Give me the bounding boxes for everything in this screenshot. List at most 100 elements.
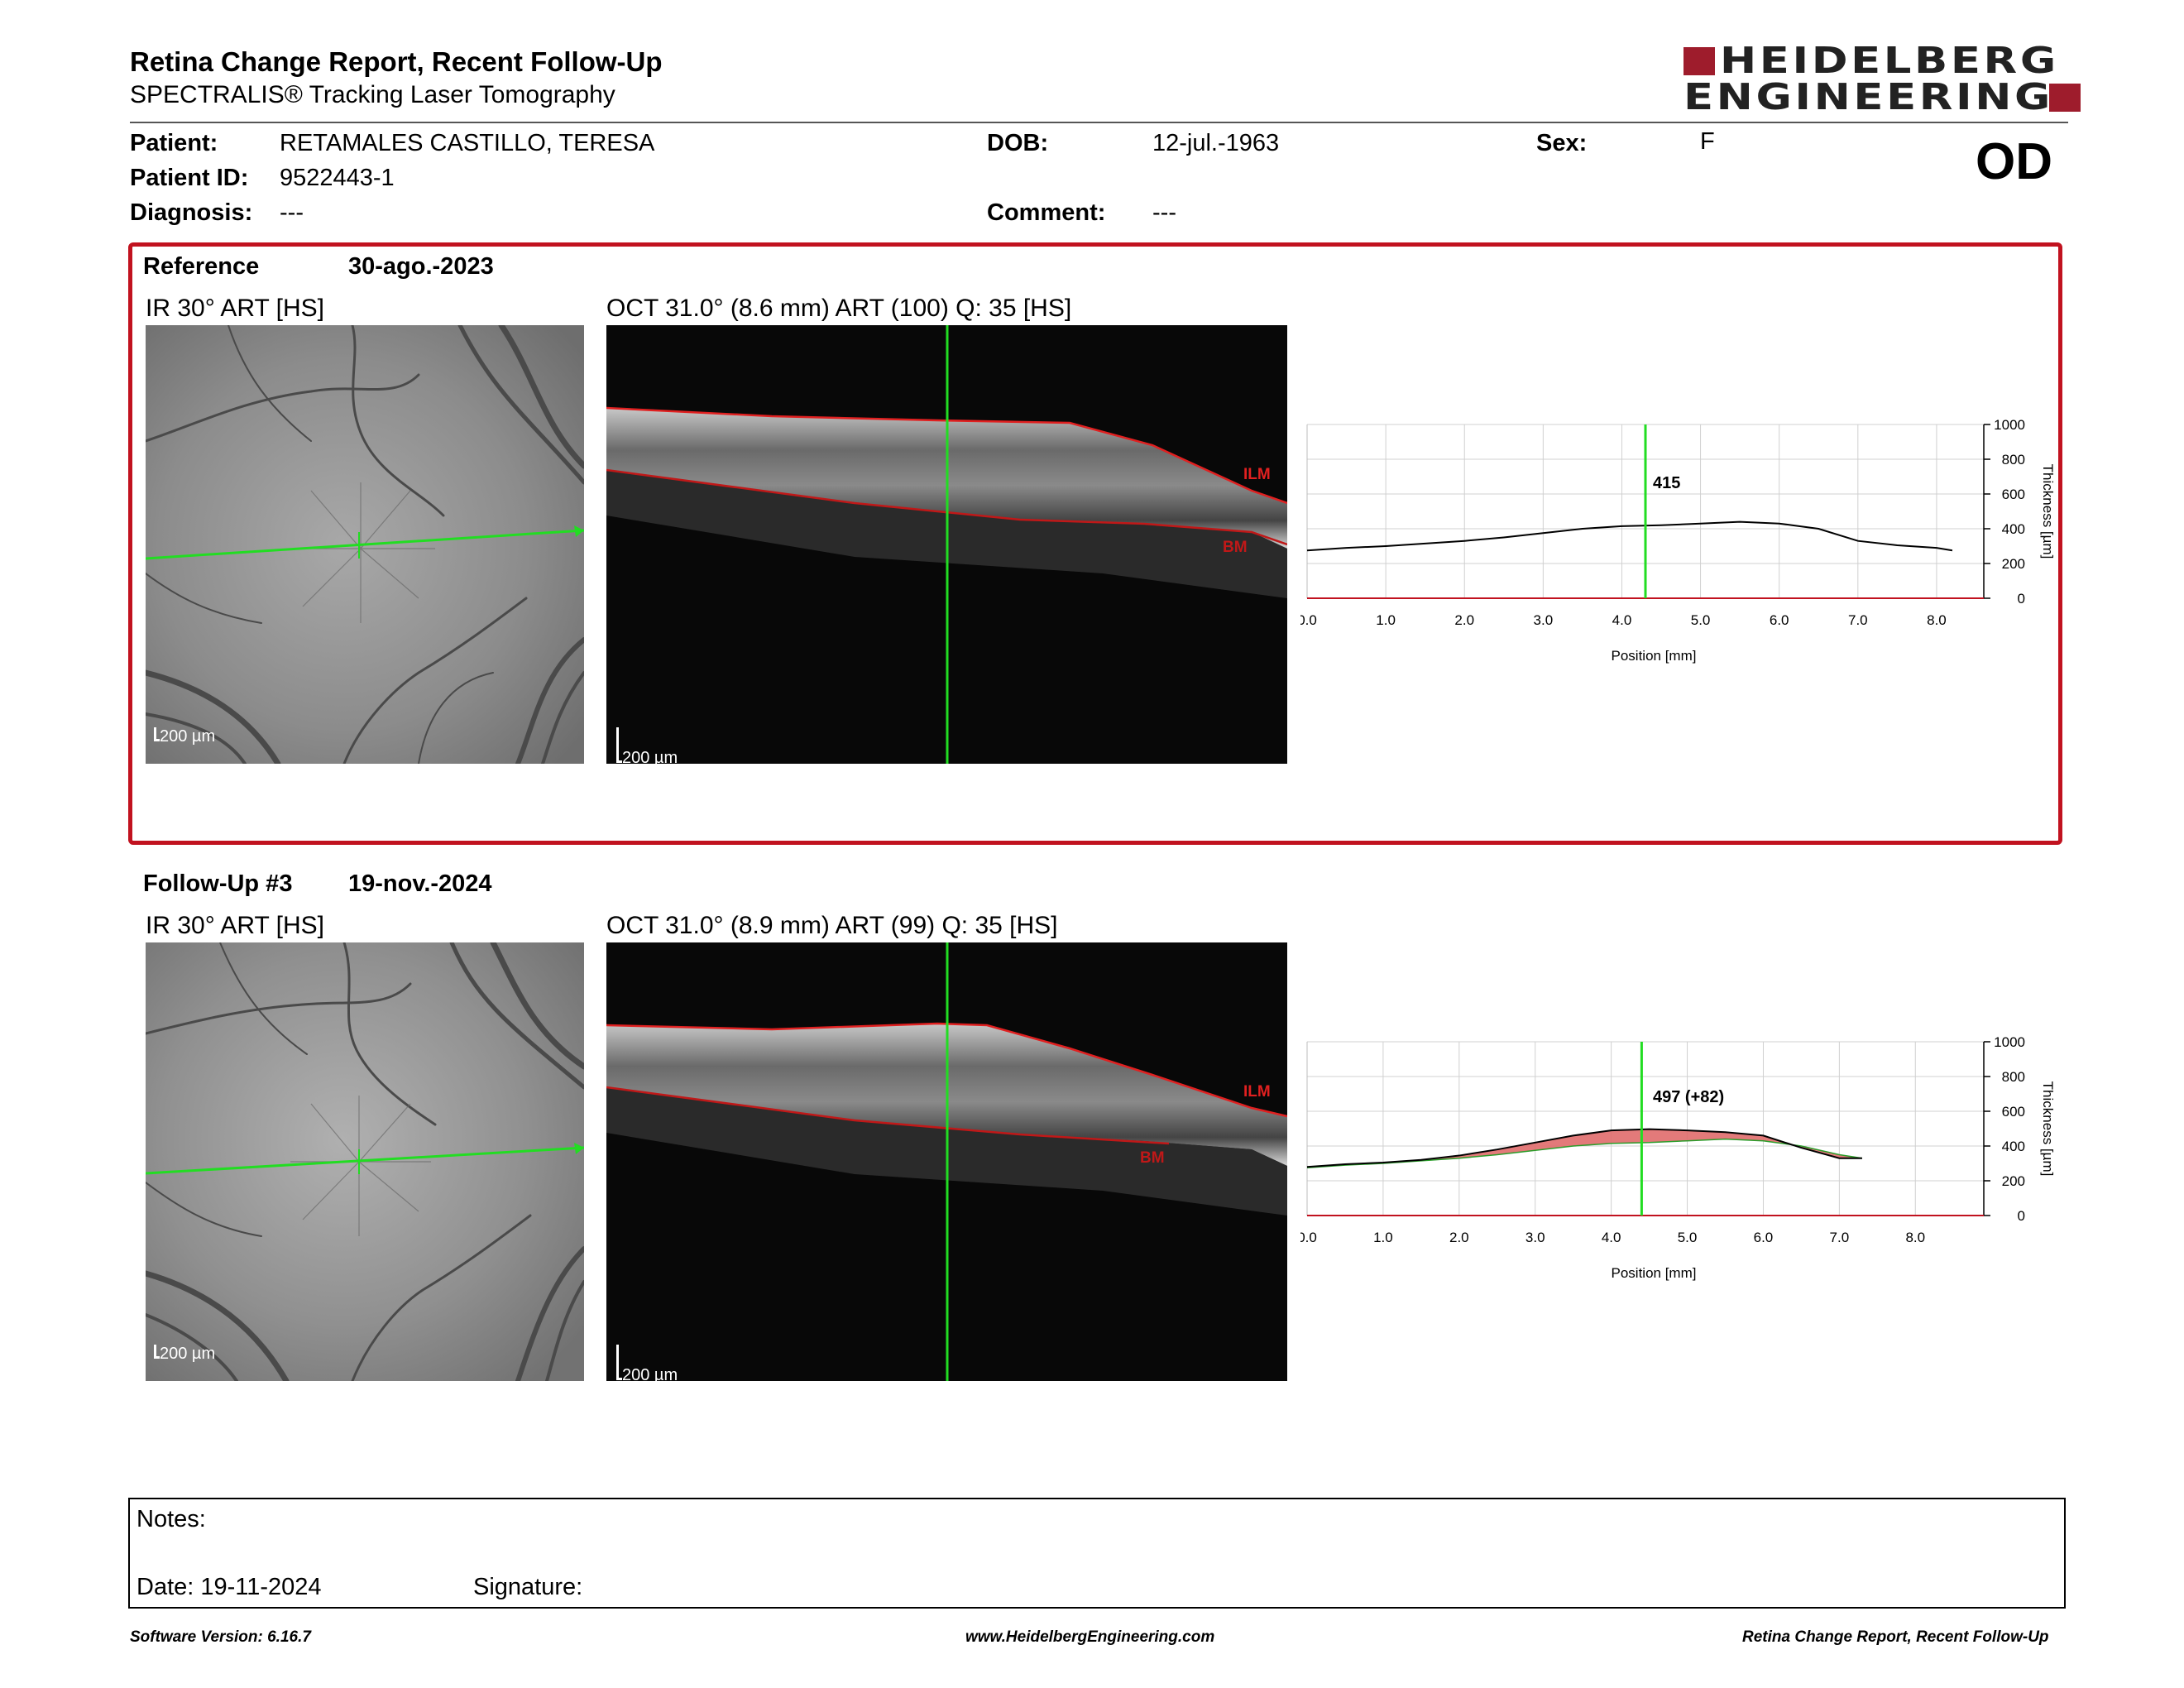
x-tick-label: 5.0 xyxy=(1678,1230,1698,1245)
scale-bar-icon xyxy=(154,1345,160,1359)
y-tick-label: 400 xyxy=(2002,1139,2025,1154)
sex-label: Sex: xyxy=(1536,130,1588,156)
reference-oct-scale-label: 200 µm xyxy=(622,749,678,764)
dob-label: DOB: xyxy=(987,130,1049,156)
x-axis-label: Position [mm] xyxy=(1612,1265,1697,1281)
y-axis-label: Thickness [µm] xyxy=(2040,464,2056,559)
x-tick-label: 3.0 xyxy=(1525,1230,1545,1245)
patient-id: 9522443-1 xyxy=(280,165,395,191)
x-tick-label: 0.0 xyxy=(1300,612,1317,628)
reference-thickness-line xyxy=(1306,1138,1863,1168)
reference-bm-label: BM xyxy=(1223,539,1248,556)
followup-ilm-label: ILM xyxy=(1243,1083,1271,1101)
scale-bar-icon xyxy=(616,727,622,763)
notes-date: Date: 19-11-2024 xyxy=(136,1574,322,1600)
reference-thickness-chart: 0.0 1.0 2.0 3.0 4.0 5.0 6.0 7.0 8.0 0 200 400 600 800… xyxy=(1297,410,2086,683)
reference-frame xyxy=(128,242,2062,845)
followup-thickness-line xyxy=(1306,1128,1862,1168)
x-tick-label: 6.0 xyxy=(1754,1230,1774,1245)
x-tick-label: 8.0 xyxy=(1927,612,1947,628)
logo-line2: ENGINEERING xyxy=(1684,76,2053,118)
followup-ir-scale: 200 µm xyxy=(154,1345,215,1364)
scale-bar-icon xyxy=(154,727,160,741)
followup-oct-svg xyxy=(606,942,1287,1381)
notes-box[interactable]: Notes: Date: 19-11-2024 Signature: xyxy=(128,1498,2066,1609)
y-tick-label: 400 xyxy=(2002,521,2025,537)
followup-oct-scale: 200 µm xyxy=(616,1345,678,1381)
reference-oct-svg xyxy=(606,325,1287,764)
followup-fundus-svg xyxy=(146,942,584,1381)
y-tick-label: 600 xyxy=(2002,487,2025,502)
x-tick-label: 5.0 xyxy=(1691,612,1711,628)
reference-ir-scale-label: 200 µm xyxy=(160,727,216,746)
x-tick-label: 6.0 xyxy=(1770,612,1789,628)
comment-label: Comment: xyxy=(987,199,1106,226)
patient-name: RETAMALES CASTILLO, TERESA xyxy=(280,130,655,156)
y-tick-label: 600 xyxy=(2002,1104,2025,1120)
followup-thickness-chart: 0.0 1.0 2.0 3.0 4.0 5.0 6.0 7.0 8.0 0 200 400 600 800… xyxy=(1297,1027,2086,1300)
followup-oct-image[interactable]: ILM BM 200 µm xyxy=(606,942,1287,1381)
x-tick-label: 2.0 xyxy=(1449,1230,1469,1245)
y-tick-label: 0 xyxy=(2018,591,2025,607)
x-tick-label: 7.0 xyxy=(1830,1230,1850,1245)
followup-oct-scale-label: 200 µm xyxy=(622,1366,678,1381)
reference-ir-image[interactable]: 200 µm xyxy=(146,325,584,764)
followup-marker-value: 497 (+82) xyxy=(1653,1088,1725,1106)
x-tick-label: 2.0 xyxy=(1454,612,1474,628)
reference-oct-scale: 200 µm xyxy=(616,727,678,764)
y-tick-label: 800 xyxy=(2002,1069,2025,1085)
y-axis-label: Thickness [µm] xyxy=(2040,1081,2056,1177)
website-link[interactable]: www.HeidelbergEngineering.com xyxy=(965,1628,1215,1646)
reference-oct-caption: OCT 31.0° (8.6 mm) ART (100) Q: 35 [HS] xyxy=(606,295,1072,322)
reference-ir-scale: 200 µm xyxy=(154,727,215,746)
y-tick-label: 1000 xyxy=(1994,417,2025,433)
scale-bar-icon xyxy=(616,1345,622,1380)
x-tick-label: 4.0 xyxy=(1602,1230,1621,1245)
diagnosis-label: Diagnosis: xyxy=(130,199,253,226)
y-tick-label: 200 xyxy=(2002,556,2025,572)
patient-id-label: Patient ID: xyxy=(130,165,249,191)
followup-label: Follow-Up #3 xyxy=(143,870,293,897)
y-tick-label: 800 xyxy=(2002,452,2025,468)
x-tick-label: 1.0 xyxy=(1373,1230,1393,1245)
reference-oct-image[interactable]: ILM BM 200 µm xyxy=(606,325,1287,764)
reference-ilm-label: ILM xyxy=(1243,466,1271,483)
logo-line1: HEIDELBERG xyxy=(1720,40,2059,82)
thickness-line xyxy=(1306,520,1953,552)
reference-marker-value: 415 xyxy=(1653,474,1681,492)
x-tick-label: 7.0 xyxy=(1848,612,1868,628)
sex-value: F xyxy=(1700,128,1715,155)
header-divider xyxy=(130,122,2068,123)
x-tick-label: 0.0 xyxy=(1300,1230,1317,1245)
logo-square-icon-2 xyxy=(2049,84,2081,112)
y-tick-label: 0 xyxy=(2018,1208,2025,1224)
report-title: Retina Change Report, Recent Follow-Up xyxy=(130,46,663,77)
diagnosis-value: --- xyxy=(280,199,304,226)
signature-label: Signature: xyxy=(473,1574,583,1600)
dob-value: 12-jul.-1963 xyxy=(1152,130,1280,156)
eye-indicator: OD xyxy=(1976,133,2052,190)
x-tick-label: 3.0 xyxy=(1534,612,1554,628)
comment-value: --- xyxy=(1152,199,1176,226)
y-tick-label: 200 xyxy=(2002,1173,2025,1189)
heidelberg-logo: HEIDELBERG ENGINEERING xyxy=(1684,40,2081,118)
followup-date: 19-nov.-2024 xyxy=(348,870,492,897)
reference-fundus-svg xyxy=(146,325,584,764)
reference-ir-caption: IR 30° ART [HS] xyxy=(146,295,324,322)
followup-ir-image[interactable]: 200 µm xyxy=(146,942,584,1381)
followup-ir-scale-label: 200 µm xyxy=(160,1345,216,1363)
x-axis-label: Position [mm] xyxy=(1612,648,1697,664)
logo-square-icon xyxy=(1684,47,1715,75)
x-tick-label: 8.0 xyxy=(1905,1230,1925,1245)
followup-bm-label: BM xyxy=(1140,1149,1165,1167)
footer-report-name: Retina Change Report, Recent Follow-Up xyxy=(1742,1628,2049,1646)
followup-oct-caption: OCT 31.0° (8.9 mm) ART (99) Q: 35 [HS] xyxy=(606,912,1058,939)
x-tick-label: 1.0 xyxy=(1376,612,1396,628)
reference-thickness-svg: 0.0 1.0 2.0 3.0 4.0 5.0 6.0 7.0 8.0 0 200 400 600 800… xyxy=(1297,417,2056,664)
reference-label: Reference xyxy=(143,253,260,280)
notes-label: Notes: xyxy=(136,1506,206,1532)
followup-ir-caption: IR 30° ART [HS] xyxy=(146,912,324,939)
patient-label: Patient: xyxy=(130,130,218,156)
software-version: Software Version: 6.16.7 xyxy=(130,1628,311,1646)
reference-date: 30-ago.-2023 xyxy=(348,253,494,280)
